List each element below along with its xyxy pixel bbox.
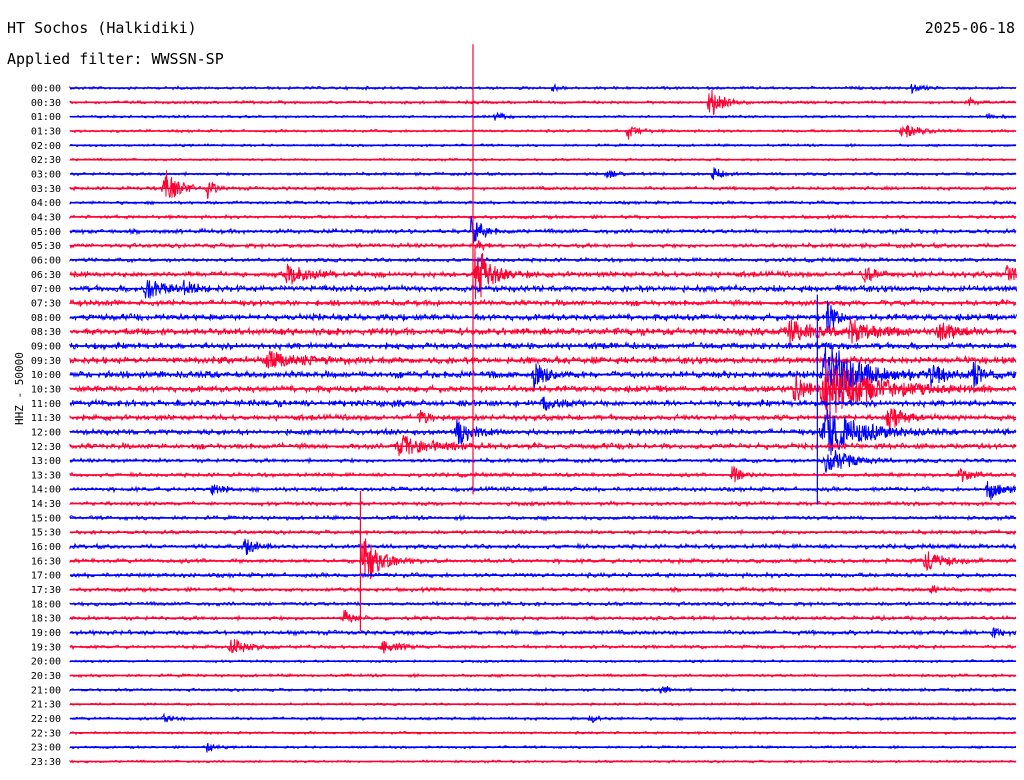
row-time-label: 12:30 <box>31 442 61 453</box>
row-time-label: 15:00 <box>31 513 61 524</box>
row-time-label: 10:00 <box>31 370 61 381</box>
row-time-label: 18:00 <box>31 599 61 610</box>
trace-row-0500 <box>69 215 1017 244</box>
row-time-label: 22:00 <box>31 714 61 725</box>
trace-row-1830 <box>69 610 1017 624</box>
row-time-label: 01:00 <box>31 112 61 123</box>
filter-label: Applied filter: WWSSN-SP <box>7 50 224 68</box>
row-time-label: 11:00 <box>31 399 61 410</box>
row-time-label: 15:30 <box>31 528 61 539</box>
row-time-label: 01:30 <box>31 126 61 137</box>
row-time-label: 12:00 <box>31 427 61 438</box>
row-time-label: 21:30 <box>31 700 61 711</box>
trace-row-1630 <box>69 538 1017 580</box>
row-time-label: 06:00 <box>31 255 61 266</box>
row-time-label: 05:00 <box>31 227 61 238</box>
row-time-label: 04:00 <box>31 198 61 209</box>
row-time-label: 09:00 <box>31 341 61 352</box>
row-time-label: 09:30 <box>31 356 61 367</box>
row-time-label: 02:30 <box>31 155 61 166</box>
row-time-label: 06:30 <box>31 270 61 281</box>
row-time-label: 00:00 <box>31 84 61 95</box>
row-time-label: 17:30 <box>31 585 61 596</box>
row-time-label: 11:30 <box>31 413 61 424</box>
row-time-label: 18:30 <box>31 614 61 625</box>
row-time-label: 14:30 <box>31 499 61 510</box>
trace-row-1400 <box>69 481 1017 501</box>
row-time-label: 02:00 <box>31 141 61 152</box>
row-time-label: 20:00 <box>31 657 61 668</box>
row-time-label: 08:00 <box>31 313 61 324</box>
row-time-label: 19:00 <box>31 628 61 639</box>
trace-row-2300 <box>69 742 1017 753</box>
row-time-label: 17:00 <box>31 571 61 582</box>
trace-row-0130 <box>69 125 1017 140</box>
row-time-label: 14:00 <box>31 485 61 496</box>
row-time-label: 22:30 <box>31 728 61 739</box>
row-time-label: 19:30 <box>31 642 61 653</box>
row-time-label: 23:00 <box>31 743 61 754</box>
trace-row-1130 <box>69 408 1017 431</box>
row-time-label: 05:30 <box>31 241 61 252</box>
record-date: 2025-06-18 <box>924 19 1015 37</box>
row-time-label: 04:30 <box>31 212 61 223</box>
row-time-label: 07:00 <box>31 284 61 295</box>
row-time-label: 03:30 <box>31 184 61 195</box>
station-title: HT Sochos (Halkidiki) <box>7 19 197 37</box>
row-time-label: 16:00 <box>31 542 61 553</box>
row-time-label: 13:30 <box>31 470 61 481</box>
row-time-label: 00:30 <box>31 98 61 109</box>
row-time-label: 03:00 <box>31 169 61 180</box>
trace-row-1030 <box>69 360 1017 420</box>
row-time-label: 16:30 <box>31 556 61 567</box>
row-time-label: 08:30 <box>31 327 61 338</box>
row-time-label: 21:00 <box>31 685 61 696</box>
row-time-label: 13:00 <box>31 456 61 467</box>
row-time-label: 20:30 <box>31 671 61 682</box>
row-time-label: 23:30 <box>31 757 61 768</box>
trace-row-0630 <box>69 247 1017 300</box>
row-time-label: 07:30 <box>31 298 61 309</box>
row-time-label: 10:30 <box>31 384 61 395</box>
